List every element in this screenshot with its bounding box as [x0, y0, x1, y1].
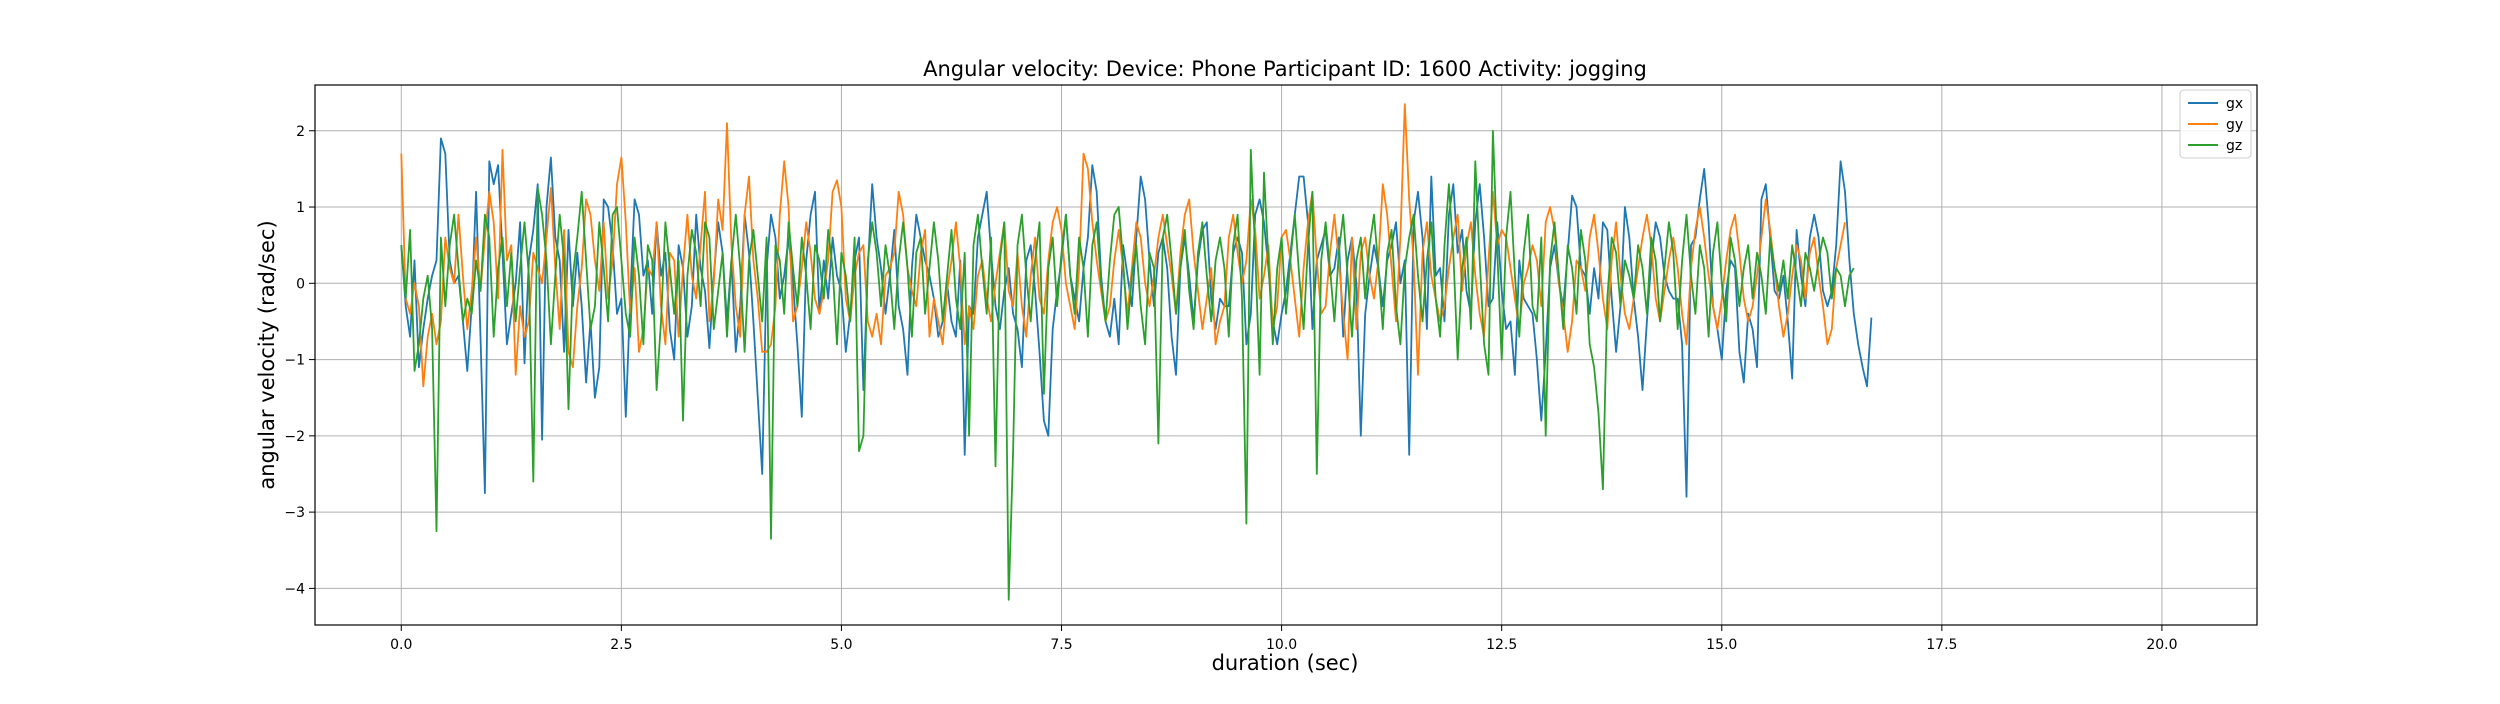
- x-tick-label: 5.0: [830, 637, 852, 653]
- y-axis-ticks: −4 −3 −2 −1 0 1 2: [284, 124, 315, 597]
- chart-title: Angular velocity: Device: Phone Particip…: [923, 57, 1647, 81]
- x-axis-label: duration (sec): [1212, 651, 1359, 675]
- x-tick-label: 15.0: [1706, 637, 1737, 653]
- y-tick-label: 0: [296, 276, 305, 292]
- y-tick-label: −3: [284, 505, 305, 521]
- x-tick-label: 7.5: [1050, 637, 1072, 653]
- legend-label-gx: gx: [2226, 96, 2243, 112]
- x-tick-label: 0.0: [390, 637, 412, 653]
- y-tick-label: 2: [296, 124, 305, 140]
- legend-label-gz: gz: [2226, 138, 2242, 154]
- y-tick-label: 1: [296, 200, 305, 216]
- plot-area-frame: [314, 84, 2258, 626]
- legend: gx gy gz: [2179, 89, 2252, 159]
- y-tick-label: −1: [284, 353, 305, 369]
- series-line-gz: [400, 129, 1855, 601]
- x-tick-label: 17.5: [1926, 637, 1957, 653]
- y-tick-label: −2: [284, 429, 305, 445]
- series-lines: [400, 103, 1873, 601]
- x-tick-label: 10.0: [1266, 637, 1297, 653]
- legend-label-gy: gy: [2226, 117, 2243, 133]
- x-tick-label: 2.5: [610, 637, 632, 653]
- y-tick-label: −4: [284, 581, 305, 597]
- x-tick-label: 20.0: [2146, 637, 2177, 653]
- x-tick-label: 12.5: [1486, 637, 1517, 653]
- y-axis-label: angular velocity (rad/sec): [255, 220, 279, 489]
- x-axis-ticks: 0.0 2.5 5.0 7.5 10.0 12.5 15.0 17.5 20.0: [390, 625, 2178, 653]
